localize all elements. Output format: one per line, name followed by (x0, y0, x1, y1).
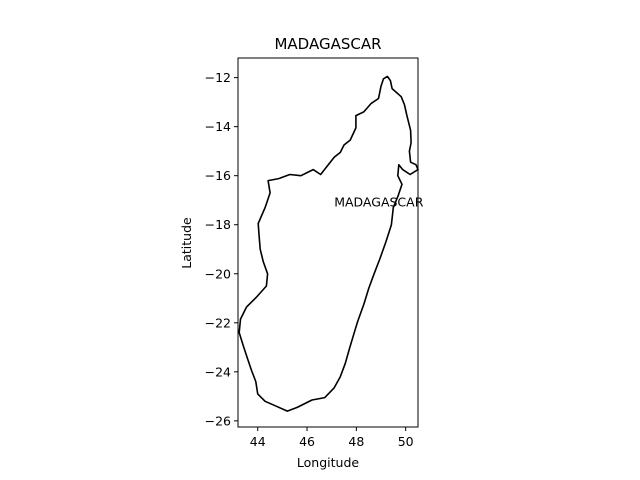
x-axis: 44 46 48 50 (250, 427, 414, 449)
y-tick-label: −14 (205, 119, 231, 134)
country-annotation: MADAGASCAR (334, 195, 424, 210)
y-tick-label: −12 (205, 70, 231, 85)
y-tick-label: −26 (205, 413, 231, 428)
x-tick-label: 44 (250, 434, 266, 449)
x-tick-label: 46 (299, 434, 315, 449)
y-tick-label: −22 (205, 315, 231, 330)
x-axis-label: Longitude (297, 455, 359, 470)
y-axis-label: Latitude (179, 217, 194, 269)
x-tick-label: 48 (348, 434, 364, 449)
x-tick-label: 50 (398, 434, 414, 449)
y-tick-label: −24 (205, 364, 231, 379)
map-title: MADAGASCAR (274, 35, 381, 53)
y-tick-label: −18 (205, 217, 231, 232)
plot-frame (237, 57, 419, 428)
y-tick-label: −20 (205, 266, 231, 281)
y-tick-label: −16 (205, 168, 231, 183)
plot-area: MADAGASCAR (238, 75, 424, 412)
y-axis: −12 −14 −16 −18 −20 −22 −24 −26 (205, 70, 238, 428)
madagascar-coastline (238, 75, 419, 412)
